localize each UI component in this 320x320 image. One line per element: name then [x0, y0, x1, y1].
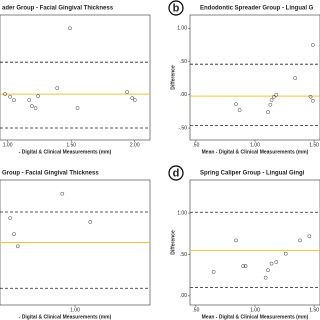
data-point [8, 94, 13, 99]
x-axis-label: - Digital & Clinical Measurements (mm) [19, 149, 112, 155]
data-point [298, 238, 302, 243]
x-tick-label: 1.00 [3, 142, 13, 148]
panel-letter: d [173, 167, 180, 179]
panel-title: Group - Facial Gingival Thickness [2, 171, 99, 177]
data-point [88, 220, 93, 224]
data-point [29, 104, 34, 108]
plot-frame [0, 14, 151, 141]
data-point [234, 102, 238, 106]
data-point [274, 260, 279, 264]
y-tick-label: 1.00 [177, 210, 187, 216]
data-point [311, 43, 315, 47]
y-tick-label: .50 [180, 252, 187, 258]
x-axis-label: Mean - Digital & Clinical Measurements (… [202, 314, 309, 320]
y-axis-label: Difference [170, 230, 176, 255]
x-tick-label: .50 [192, 142, 199, 148]
data-point [8, 216, 13, 220]
data-point [266, 110, 270, 114]
x-tick-label: .50 [192, 307, 199, 313]
data-point [272, 94, 276, 99]
data-point [60, 191, 65, 196]
x-tick-label: 1.50 [66, 142, 76, 148]
data-point [55, 86, 60, 90]
data-point [241, 264, 246, 268]
panel-letter: b [173, 2, 180, 14]
panel-title: Spring Caliper Group - Lingual Gingi [200, 171, 305, 177]
x-tick-label: 1.00 [250, 142, 260, 148]
plot-frame [189, 179, 320, 306]
data-point [3, 92, 7, 96]
data-point [307, 234, 312, 239]
data-point [269, 98, 274, 102]
data-point [15, 244, 20, 249]
data-point [266, 268, 270, 273]
y-tick-label: .00 [180, 92, 187, 98]
x-axis-label: Mean - Digital & Clinical Measurements (… [202, 149, 309, 155]
data-point [125, 90, 129, 94]
data-point [268, 102, 273, 107]
x-tick-label: 1.00 [70, 307, 80, 313]
y-tick-label: .00 [180, 293, 187, 299]
data-point [12, 98, 16, 102]
panel-letter-circle [168, 0, 184, 16]
data-point [36, 94, 40, 98]
data-point [237, 108, 242, 112]
data-point [293, 76, 298, 81]
x-tick-label: 1.00 [250, 307, 260, 313]
plot-frame [189, 14, 320, 141]
x-tick-label: 1.50 [309, 142, 319, 148]
y-tick-label: -.50 [178, 125, 187, 131]
data-point [274, 92, 279, 97]
data-point [132, 98, 137, 102]
data-point [130, 96, 135, 100]
panel-title: Endodontic Spreader Group - Lingual G [200, 6, 314, 12]
y-tick-label: 1.00 [177, 26, 187, 32]
data-point [75, 106, 80, 110]
data-point [269, 261, 274, 266]
data-point [234, 238, 238, 243]
y-tick-label: .50 [180, 59, 187, 65]
data-point [283, 251, 288, 256]
data-point [243, 264, 248, 268]
panel-title: ader Group - Facial Gingival Thickness [2, 6, 114, 12]
data-point [263, 275, 268, 280]
data-point [27, 98, 32, 102]
x-tick-label: 2.00 [130, 142, 140, 148]
data-point [311, 98, 315, 103]
data-point [308, 94, 313, 99]
panel-letter-circle [168, 165, 184, 181]
data-point [33, 106, 38, 110]
x-tick-label: 1.50 [309, 307, 319, 313]
data-point [12, 232, 16, 236]
data-point [211, 270, 216, 274]
y-axis-label: Difference [170, 65, 176, 90]
data-point [68, 26, 72, 31]
x-axis-label: - Digital & Clinical Measurements (mm) [19, 314, 112, 320]
